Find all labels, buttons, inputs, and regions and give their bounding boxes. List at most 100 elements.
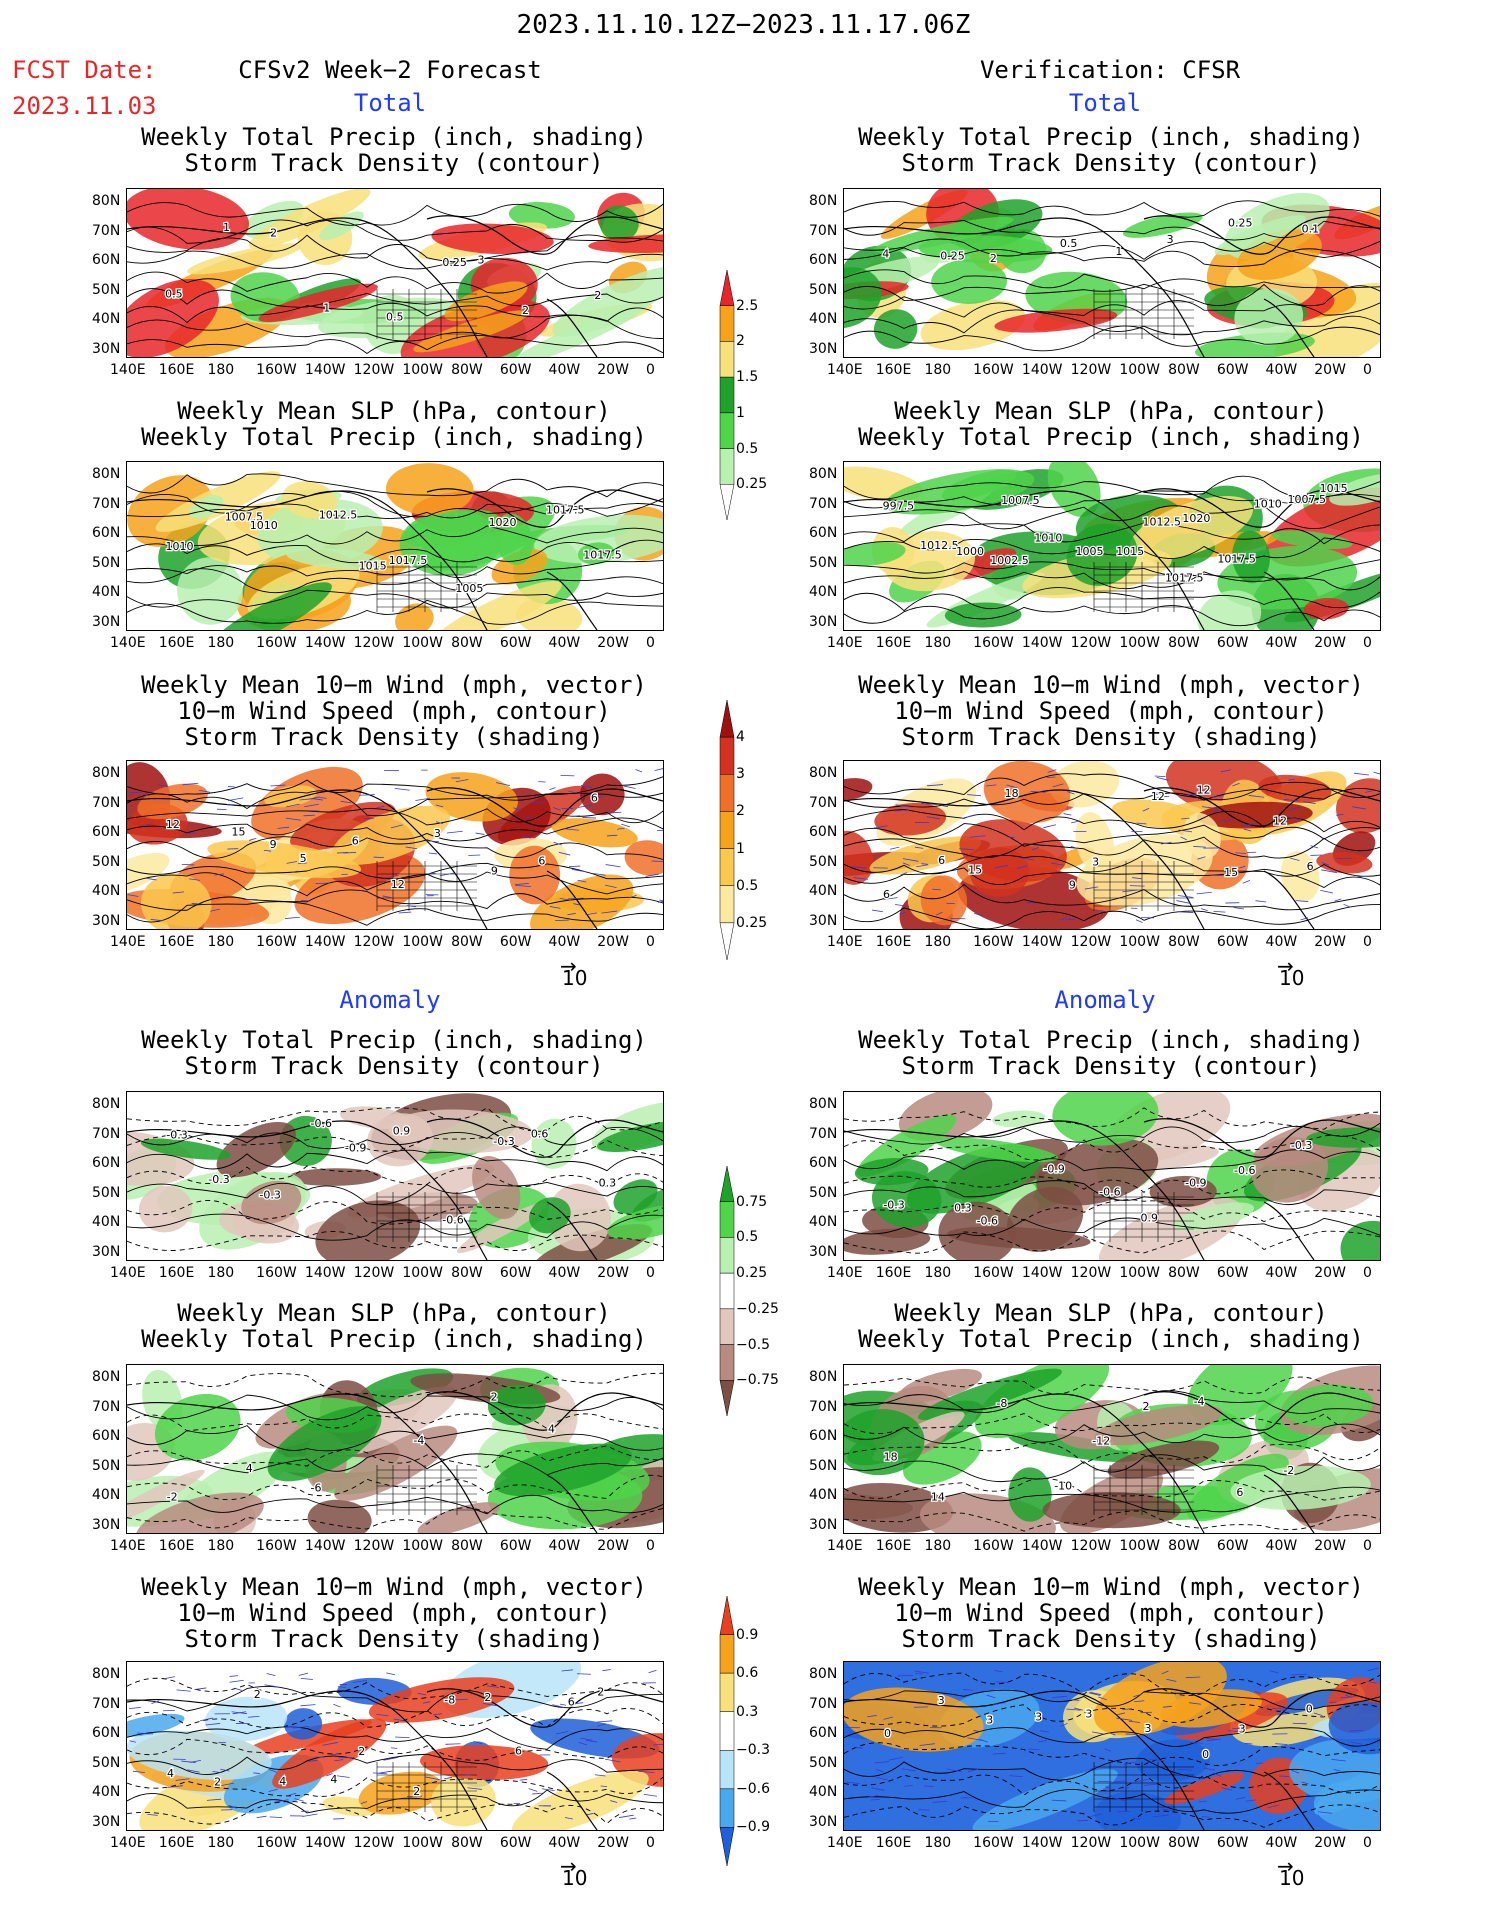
contour-label: 12 (1273, 814, 1287, 827)
wind-vector (1063, 813, 1072, 816)
wind-vector (1142, 807, 1150, 812)
contour-line (844, 1390, 1380, 1414)
wind-vector (1340, 1696, 1356, 1699)
anomaly-section-label-left: Anomaly (339, 986, 441, 1014)
wind-vector (1135, 919, 1143, 923)
contour-line (844, 1413, 1380, 1435)
longitude-label: 20W (1314, 1265, 1346, 1281)
wind-vector (1176, 900, 1191, 904)
contour-label: 0.5 (165, 288, 183, 301)
wind-vector (876, 1769, 884, 1773)
longitude-label: 120W (353, 1835, 395, 1851)
contour-line (844, 325, 1380, 352)
shading-region (205, 582, 332, 630)
contour-line (127, 1394, 663, 1421)
wind-vector (1267, 1804, 1280, 1809)
contour-label: 1015 (1320, 482, 1348, 495)
shading-region (493, 513, 533, 565)
longitude-label: 160E (158, 635, 195, 651)
contour-label: -2 (1283, 1464, 1294, 1477)
wind-vector (1333, 1769, 1341, 1772)
contour-label: -6 (311, 1481, 322, 1494)
forecast-panel-1-title-line-1: Weekly Total Precip (inch, shading) (141, 123, 647, 151)
latitude-label: 50N (92, 1457, 121, 1474)
wind-vector (580, 785, 593, 789)
wind-vector (1008, 836, 1015, 839)
latitude-label: 40N (92, 883, 121, 899)
forecast-panel-6-title-line-1: Weekly Mean 10−m Wind (mph, vector) (141, 1573, 647, 1601)
shading-region (286, 1168, 382, 1186)
wind-vector (901, 1768, 917, 1772)
longitude-label: 20W (1314, 1835, 1346, 1851)
colorbar-segment (719, 774, 735, 812)
contour-line (844, 475, 1380, 500)
coastline (127, 488, 663, 630)
contour-line (127, 250, 663, 271)
wind-vector (904, 1785, 913, 1787)
longitude-label: 180 (924, 1538, 952, 1554)
wind-vector (969, 835, 986, 838)
shading-region (385, 463, 474, 516)
wind-vector (567, 897, 584, 900)
shading-region (127, 278, 219, 357)
colorbar-label: 3 (736, 766, 745, 783)
wind-vector (549, 787, 556, 791)
vector-reference-label: 10 (1279, 966, 1305, 990)
wind-vector (1196, 891, 1212, 895)
contour-label: 1007.5 (1288, 493, 1327, 506)
wind-vector (986, 1694, 996, 1699)
latitude-label: 30N (92, 912, 121, 929)
shading-region (599, 205, 639, 242)
contour-line (127, 288, 663, 308)
contour-label: 3 (1167, 233, 1174, 246)
forecast-panel-2-title-line-1: Weekly Mean SLP (hPa, contour) (177, 397, 611, 425)
vector-reference-label: 10 (562, 966, 588, 990)
wind-vector (564, 1817, 573, 1820)
vector-reference-arrow: → (560, 954, 577, 978)
wind-vector (384, 875, 399, 879)
contour-label: 9 (270, 838, 277, 851)
wind-vector (1290, 1673, 1307, 1676)
colorbar-segment (719, 1788, 735, 1828)
wind-vector (373, 856, 384, 859)
contour-line (844, 788, 1380, 808)
wind-vector (285, 916, 300, 919)
contour-label: 18 (1005, 787, 1019, 800)
wind-vector (317, 796, 327, 799)
longitude-label: 140E (827, 1835, 863, 1851)
wind-vector (302, 1813, 318, 1817)
contour-label: 0.9 (393, 1124, 411, 1137)
contour-line (127, 1181, 663, 1205)
wind-vector (1074, 1707, 1083, 1711)
shading-region (248, 189, 371, 249)
contour-label: 0.25 (1228, 216, 1253, 229)
vector-reference-arrow: → (1277, 1854, 1294, 1878)
longitude-label: 20W (1314, 934, 1346, 950)
wind-vector (127, 894, 139, 897)
wind-vector (1331, 1759, 1346, 1762)
longitude-label: 160W (973, 1538, 1014, 1554)
longitude-label: 0 (646, 1265, 655, 1281)
contour-label: 1010 (1034, 531, 1062, 544)
longitude-label: 180 (207, 1265, 235, 1281)
state-boundary (376, 1192, 477, 1242)
contour-line (127, 568, 663, 594)
wind-vector (300, 1704, 316, 1707)
longitude-label: 80W (1168, 362, 1200, 378)
wind-vector (902, 862, 910, 866)
map-graphic: 4 2 2 4 4 2 2 -8 2 6 6 2 (127, 1662, 663, 1830)
wind-vector (867, 1715, 877, 1718)
contour-label: 1 (323, 302, 330, 315)
contour-line (127, 1372, 663, 1398)
contour-line (844, 1230, 1380, 1254)
contour-line (844, 309, 1380, 336)
wind-vector (914, 1670, 929, 1674)
shading-region (508, 201, 575, 229)
shading-region (258, 283, 378, 323)
longitude-label: 120W (353, 934, 395, 950)
state-boundary (377, 562, 477, 612)
contour-label: 4 (548, 1423, 555, 1436)
shading-region (1173, 1202, 1255, 1232)
contour-label: 4 (279, 1775, 286, 1788)
latitude-label: 30N (92, 1813, 121, 1830)
